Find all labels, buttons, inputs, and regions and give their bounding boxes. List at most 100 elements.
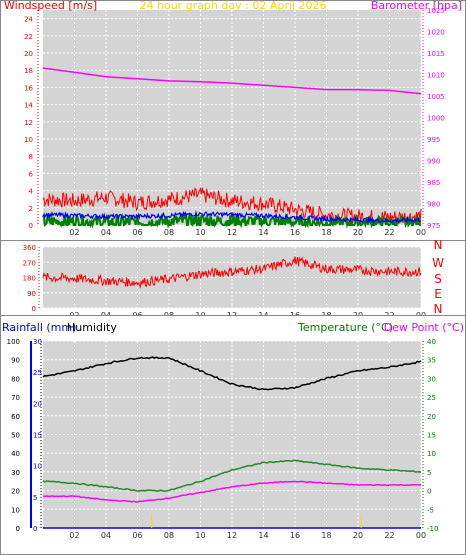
x-tick-label: 08 — [164, 531, 174, 540]
y2-tick-label: 1005 — [427, 93, 445, 101]
x-tick-label: 14 — [258, 531, 268, 540]
y-tick-label: 0 — [32, 305, 36, 313]
x-tick-label: 06 — [132, 531, 142, 540]
y2-tick-label: -10 — [427, 525, 438, 533]
dewpoint-axis-title: Dew Point (°C) — [384, 321, 464, 334]
y-tick-label: 270 — [23, 259, 36, 267]
y2-tick-label: 30 — [427, 375, 436, 383]
x-tick-label: 12 — [227, 531, 237, 540]
y-tick-label: 100 — [7, 338, 20, 346]
y-tick-label: 90 — [27, 290, 36, 298]
x-tick-label: 14 — [258, 228, 268, 237]
y2-tick-label: 0 — [427, 488, 431, 496]
x-tick-label: 16 — [290, 531, 300, 540]
y-tick-label: 90 — [11, 357, 20, 365]
y2-tick-label: 980 — [427, 201, 440, 209]
x-tick-label: 18 — [321, 228, 331, 237]
y2-tick-label: 1000 — [427, 115, 445, 123]
x-tick-label: 18 — [321, 531, 331, 540]
y-tick-label: 22 — [24, 33, 33, 41]
temperature-axes: 02 04 06 08 10 12 14 16 18 20 22 000102030405060708… — [7, 338, 439, 540]
y2-tick-label: 10 — [427, 450, 436, 458]
dewpoint-series — [42, 480, 422, 503]
wind-marks — [42, 67, 422, 229]
y-tick-label: 180 — [23, 275, 36, 283]
y-tick-label: 16 — [24, 84, 33, 92]
direction-letter-e: E — [434, 287, 442, 301]
wind-average-series — [42, 210, 422, 225]
y-tick-label: 0 — [16, 525, 20, 533]
rain-tick-label: 5 — [33, 494, 37, 502]
y-tick-label: 20 — [11, 488, 20, 496]
windspeed-axis-title: Windspeed [m/s] — [4, 0, 97, 12]
rain-tick-label: 15 — [33, 432, 42, 440]
y-tick-label: 60 — [11, 413, 20, 421]
temperature-series — [42, 459, 422, 492]
y-tick-label: 30 — [11, 469, 20, 477]
y2-tick-label: 990 — [427, 158, 440, 166]
temperature-axis-title: Temperature (°C) — [297, 321, 393, 334]
humidity-series — [42, 356, 422, 391]
temperature-marks — [42, 356, 422, 529]
y2-tick-label: 1010 — [427, 72, 445, 80]
x-tick-label: 22 — [384, 531, 394, 540]
barometer-axis-title: Barometer [hpa] — [371, 0, 462, 12]
barometer-series — [42, 67, 422, 95]
x-tick-label: 20 — [353, 228, 363, 237]
y-tick-label: 6 — [29, 170, 34, 178]
y2-tick-label: 1020 — [427, 29, 445, 37]
y-tick-label: 10 — [24, 136, 33, 144]
y-tick-label: 360 — [23, 244, 36, 252]
y-tick-label: 4 — [29, 188, 34, 196]
y-tick-label: 12 — [24, 119, 33, 127]
direction-marks — [42, 256, 422, 289]
x-tick-label: 16 — [290, 228, 300, 237]
x-tick-label: 00 — [416, 228, 426, 237]
rain-tick-label: 30 — [33, 338, 42, 346]
rain-tick-label: 20 — [33, 400, 42, 408]
y2-tick-label: -5 — [427, 506, 434, 514]
y-tick-label: 70 — [11, 394, 20, 402]
x-tick-label: 04 — [101, 531, 111, 540]
x-tick-label: 02 — [69, 531, 79, 540]
y-tick-label: 18 — [24, 67, 33, 75]
wind-axes: 02 04 06 08 10 12 14 16 18 20 22 000246810121416182… — [24, 7, 445, 237]
rain-tick-label: 10 — [33, 463, 42, 471]
y2-tick-label: 5 — [427, 469, 431, 477]
y2-tick-label: 20 — [427, 413, 436, 421]
y2-tick-label: 985 — [427, 179, 440, 187]
y2-tick-label: 15 — [427, 432, 436, 440]
x-tick-label: 08 — [164, 228, 174, 237]
y-tick-label: 8 — [29, 153, 33, 161]
x-tick-label: 12 — [227, 228, 237, 237]
x-tick-label: 04 — [101, 228, 111, 237]
x-tick-label: 20 — [353, 531, 363, 540]
x-tick-label: 02 — [69, 228, 79, 237]
y2-tick-label: 1015 — [427, 50, 445, 58]
y-tick-label: 50 — [11, 432, 20, 440]
rain-tick-label: 25 — [33, 369, 42, 377]
direction-letter-s: S — [434, 272, 442, 286]
rain-tick-label: 0 — [33, 525, 37, 533]
y-tick-label: 40 — [11, 450, 20, 458]
x-tick-label: 22 — [384, 228, 394, 237]
direction-letter-n-bottom: N — [434, 302, 443, 316]
rainfall-axis-title: Rainfall (mm) — [2, 321, 76, 334]
y2-tick-label: 975 — [427, 222, 440, 230]
chart-title: 24 hour graph day : 02 April 2026 — [140, 0, 327, 12]
humidity-axis-title: Humidity — [67, 321, 117, 334]
y2-tick-label: 25 — [427, 394, 436, 402]
y-tick-label: 2 — [29, 205, 33, 213]
y2-tick-label: 995 — [427, 136, 440, 144]
wind-direction-series — [42, 256, 422, 289]
y-tick-label: 14 — [24, 102, 33, 110]
y2-tick-label: 1025 — [427, 7, 445, 15]
y-tick-label: 0 — [29, 222, 33, 230]
y-tick-label: 20 — [24, 50, 33, 58]
y2-tick-label: 35 — [427, 357, 436, 365]
y-tick-label: 10 — [11, 506, 20, 514]
direction-letter-w: W — [432, 256, 444, 270]
wind-low-series — [42, 212, 422, 229]
